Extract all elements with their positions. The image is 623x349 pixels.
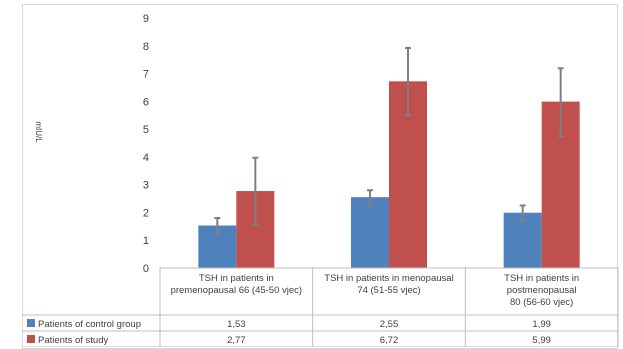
y-tick-label: 7	[143, 69, 149, 81]
y-tick-label: 8	[143, 41, 149, 53]
y-tick-label: 4	[143, 152, 149, 164]
legend-label-control: Patients of control group	[38, 319, 141, 330]
y-tick-label: 6	[143, 96, 149, 108]
y-tick-label: 2	[143, 207, 149, 219]
y-tick-label: 0	[143, 263, 149, 275]
table-value: 2,77	[227, 335, 246, 346]
table-value: 6,72	[380, 335, 399, 346]
table-value: 2,55	[380, 319, 399, 330]
table-value: 5,99	[532, 335, 551, 346]
category-label: TSH in patients in	[504, 273, 579, 284]
category-label: postmenopausal	[507, 285, 577, 296]
legend-swatch-study	[27, 335, 35, 343]
table-value: 1,53	[227, 319, 246, 330]
y-tick-label: 9	[143, 13, 149, 25]
legend-label-study: Patients of study	[38, 335, 108, 346]
y-tick-label: 1	[143, 235, 149, 247]
legend-swatch-control	[27, 319, 35, 327]
y-axis-label: mIU/L	[34, 121, 43, 143]
category-label: premenopausal 66 (45-50 vjec)	[171, 285, 303, 296]
bar-control	[503, 212, 542, 268]
table-value: 1,99	[532, 319, 551, 330]
y-tick-label: 5	[143, 124, 149, 136]
bar-control	[351, 197, 389, 268]
error-bars	[214, 47, 564, 236]
category-label: TSH in patients in menopausal	[324, 273, 453, 284]
category-label: TSH in patients in	[199, 273, 274, 284]
y-axis-label-text: mIU/L	[34, 121, 43, 143]
y-tick-label: 3	[143, 180, 149, 192]
category-label: 74 (51-55 vjec)	[357, 285, 420, 296]
category-label: 80 (56-60 vjec)	[510, 297, 573, 308]
